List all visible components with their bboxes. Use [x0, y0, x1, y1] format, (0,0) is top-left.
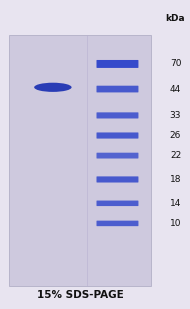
Text: 44: 44 — [170, 85, 181, 94]
FancyBboxPatch shape — [97, 221, 139, 226]
FancyBboxPatch shape — [97, 176, 139, 183]
Text: 70: 70 — [170, 59, 181, 69]
Text: 26: 26 — [170, 131, 181, 140]
Text: 14: 14 — [170, 199, 181, 208]
Text: 10: 10 — [170, 219, 181, 228]
FancyBboxPatch shape — [97, 86, 139, 92]
Text: 18: 18 — [170, 175, 181, 184]
Ellipse shape — [34, 83, 72, 92]
FancyBboxPatch shape — [97, 201, 139, 206]
FancyBboxPatch shape — [9, 35, 151, 286]
FancyBboxPatch shape — [97, 133, 139, 138]
Text: kDa: kDa — [166, 14, 185, 23]
Text: 22: 22 — [170, 151, 181, 160]
FancyBboxPatch shape — [97, 60, 139, 68]
FancyBboxPatch shape — [97, 112, 139, 118]
Text: 15% SDS-PAGE: 15% SDS-PAGE — [37, 290, 123, 300]
Text: 33: 33 — [170, 111, 181, 120]
FancyBboxPatch shape — [97, 153, 139, 159]
